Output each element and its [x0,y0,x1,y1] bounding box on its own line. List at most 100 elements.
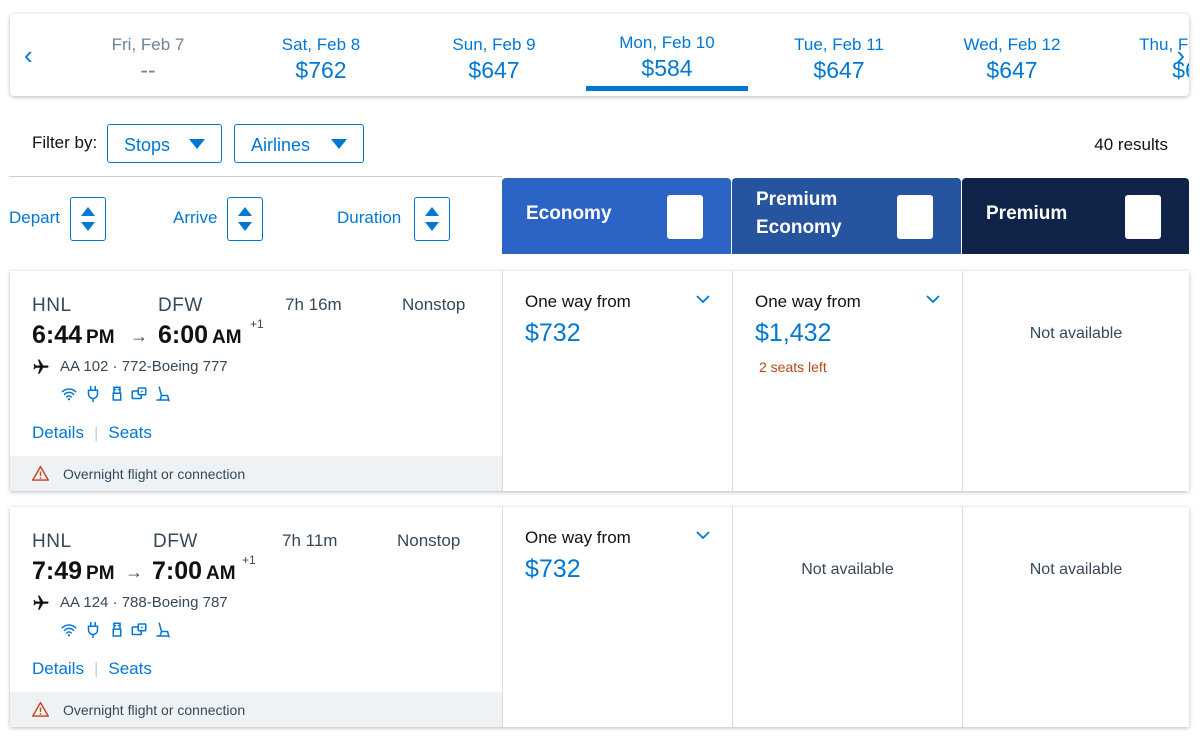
sort-down-icon [1136,220,1150,229]
fare-price: $1,432 [755,319,832,347]
fare-price: $732 [525,319,581,347]
seat-icon [156,622,170,638]
entertainment-icon [131,623,147,636]
not-available-text: Not available [1029,561,1123,578]
details-link[interactable]: Details [32,423,84,442]
premium-fare-cell: Not available [962,507,1189,727]
departure-time: 7:49 PM [32,557,115,586]
seats-link[interactable]: Seats [108,423,152,442]
date-tab-feb-8[interactable]: Sat, Feb 8 $762 [240,14,402,96]
arrival-time-value: 7:00 [152,557,203,585]
cabin-header-economy: Economy [502,178,731,254]
arrow-right-icon: → [130,326,148,346]
airlines-filter-button[interactable]: Airlines [234,124,364,163]
sort-up-icon [81,207,95,216]
fare-label: One way from [755,292,861,311]
sort-up-icon [1136,205,1150,214]
premium-fare-cell: Not available [962,271,1189,491]
previous-dates-icon[interactable]: ‹ [24,40,33,70]
wifi-icon [61,624,77,637]
chevron-down-icon[interactable] [696,295,710,304]
overnight-notice: Overnight flight or connection [10,692,502,727]
seats-left-warning: 2 seats left [759,359,827,375]
premium-economy-fare-cell[interactable]: One way from $1,432 2 seats left [732,271,962,491]
flight-stops: Nonstop [402,295,466,314]
date-price: $647 [986,57,1038,83]
departure-time: 6:44 PM [32,321,115,350]
date-price: -- [140,57,156,83]
not-available-text: Not available [801,561,894,578]
date-tab-feb-9[interactable]: Sun, Feb 9 $647 [413,14,575,96]
arrival-time: 7:00 AM [152,557,236,586]
flight-number-aircraft: AA 124 · 788-Boeing 787 [60,594,228,611]
sort-down-icon [81,222,95,231]
seats-link[interactable]: Seats [108,659,152,678]
fare-label: One way from [525,292,631,311]
date-tab-feb-11[interactable]: Tue, Feb 11 $647 [758,14,920,96]
flight-duration: 7h 11m [282,531,338,550]
airlines-filter-label: Airlines [251,135,311,155]
date-tab-feb-13[interactable]: Thu, Feb 13 $6 [1104,14,1189,96]
sort-premium-economy-button[interactable] [897,195,933,239]
entertainment-icon [131,387,147,400]
stops-filter-label: Stops [124,135,171,155]
selected-date-indicator [586,86,748,91]
chevron-down-icon[interactable] [696,531,710,540]
date-label: Wed, Feb 12 [963,35,1061,54]
date-price: $647 [813,57,865,83]
sort-up-icon [908,205,922,214]
power-icon [87,621,99,639]
economy-fare-cell[interactable]: One way from $732 [502,271,732,491]
date-strip: ‹ Fri, Feb 7 -- Sat, Feb 8 $762 Sun, Feb… [10,14,1189,96]
sort-arrive-button[interactable] [227,197,263,241]
power-icon [87,385,99,403]
airplane-icon [33,595,49,610]
arrow-right-icon: → [125,562,143,582]
flight-number-aircraft: AA 102 · 772-Boeing 777 [60,358,228,375]
sort-up-icon [678,205,692,214]
link-divider: | [93,659,99,678]
sort-up-icon [238,207,252,216]
day-offset: +1 [250,317,264,331]
usb-icon [112,386,122,401]
overnight-notice-text: Overnight flight or connection [63,466,246,482]
stops-filter-button[interactable]: Stops [107,124,222,163]
date-label: Fri, Feb 7 [111,35,185,54]
not-available-text: Not available [1029,325,1123,342]
caret-down-icon [189,139,205,149]
origin-code: HNL [32,531,72,552]
cabin-title: Premium [986,203,1068,224]
airplane-icon [33,359,49,374]
date-label: Sun, Feb 9 [452,35,536,54]
sort-depart-button[interactable] [70,197,106,241]
date-tab-feb-7[interactable]: Fri, Feb 7 -- [67,14,229,96]
cabin-header-premium: Premium [962,178,1189,254]
next-dates-icon[interactable]: › [1176,40,1185,70]
date-price: $647 [468,57,520,83]
sort-economy-button[interactable] [667,195,703,239]
seat-icon [156,386,170,402]
arrival-time: 6:00 AM [158,321,242,350]
date-price: $6 [1172,57,1189,83]
flight-summary: HNL DFW 7:49 PM → 7:00 AM +1 7h 11m Nonsto… [10,507,502,727]
origin-code: HNL [32,295,72,316]
usb-icon [112,622,122,637]
arrival-time-value: 6:00 [158,321,209,349]
arrival-ampm: AM [206,563,236,584]
sort-depart-label: Depart [9,208,61,227]
departure-ampm: PM [86,327,115,348]
sort-premium-button[interactable] [1125,195,1161,239]
departure-time-value: 6:44 [32,321,83,349]
sort-down-icon [908,220,922,229]
warning-icon [32,465,49,481]
date-label: Sat, Feb 8 [281,35,361,54]
details-link[interactable]: Details [32,659,84,678]
date-price: $762 [295,57,347,83]
chevron-down-icon[interactable] [926,295,940,304]
cabin-header-premium-economy: Premium Economy [732,178,961,254]
economy-fare-cell[interactable]: One way from $732 [502,507,732,727]
departure-ampm: PM [86,563,115,584]
sort-duration-button[interactable] [414,197,450,241]
date-tab-feb-10[interactable]: Mon, Feb 10 $584 [586,14,748,96]
date-tab-feb-12[interactable]: Wed, Feb 12 $647 [931,14,1093,96]
